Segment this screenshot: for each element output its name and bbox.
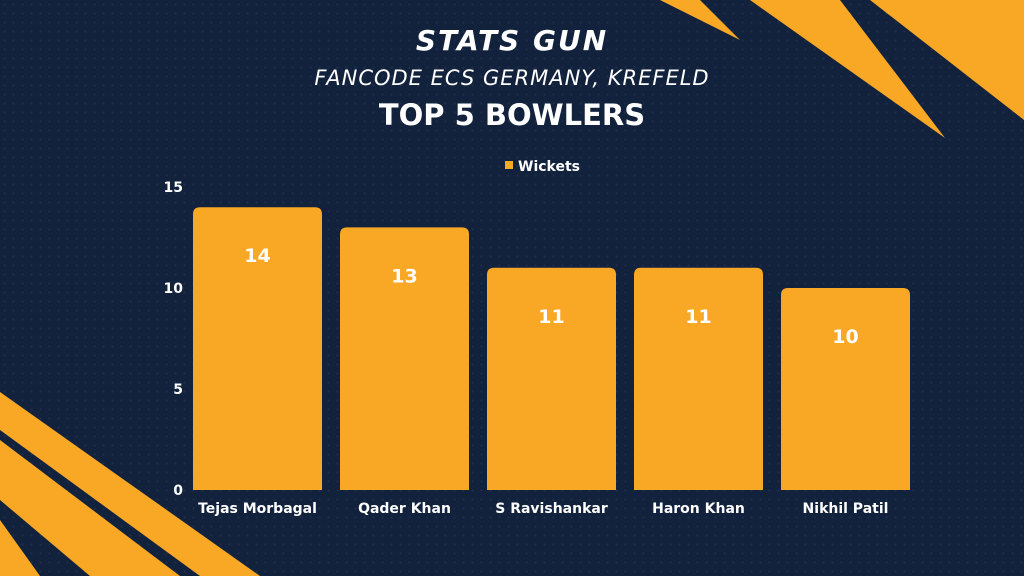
y-tick-label: 10 — [164, 281, 184, 297]
stripe-top-right-1 — [660, 0, 740, 40]
page-subtitle: FANCODE ECS GERMANY, KREFELD — [314, 66, 710, 90]
x-category-label: Nikhil Patil — [803, 501, 889, 517]
stripe-top-right-3 — [870, 0, 1024, 120]
stripe-bottom-left-1 — [0, 392, 260, 576]
bar-value-label: 14 — [244, 245, 270, 267]
bar-value-label: 13 — [391, 265, 417, 287]
stripe-bottom-left-2 — [0, 440, 180, 576]
bar — [193, 207, 322, 490]
bar-value-label: 10 — [832, 326, 858, 348]
stripe-top-right-2 — [750, 0, 945, 138]
x-axis: Tejas Morbagal Qader Khan S Ravishankar Har… — [198, 501, 888, 517]
y-tick-label: 0 — [173, 483, 183, 499]
y-axis: 0 5 10 15 — [164, 180, 184, 499]
chart-legend: Wickets — [505, 159, 580, 175]
x-category-label: Haron Khan — [652, 501, 745, 517]
bar — [634, 267, 763, 490]
x-category-label: Qader Khan — [358, 501, 451, 517]
x-category-label: S Ravishankar — [495, 501, 608, 517]
stripe-bottom-left-3 — [0, 520, 40, 576]
bar — [340, 227, 469, 490]
bar — [781, 288, 910, 490]
bars: 14 13 11 11 10 — [193, 207, 910, 490]
y-tick-label: 5 — [173, 382, 183, 398]
y-tick-label: 15 — [164, 180, 183, 196]
page-title: STATS GUN — [415, 24, 609, 57]
bar-value-label: 11 — [685, 306, 711, 328]
legend-label: Wickets — [518, 159, 580, 175]
chart-heading: TOP 5 BOWLERS — [378, 98, 646, 132]
bar — [487, 267, 616, 490]
bar-value-label: 11 — [538, 306, 564, 328]
x-category-label: Tejas Morbagal — [198, 501, 317, 517]
legend-swatch — [505, 161, 513, 169]
